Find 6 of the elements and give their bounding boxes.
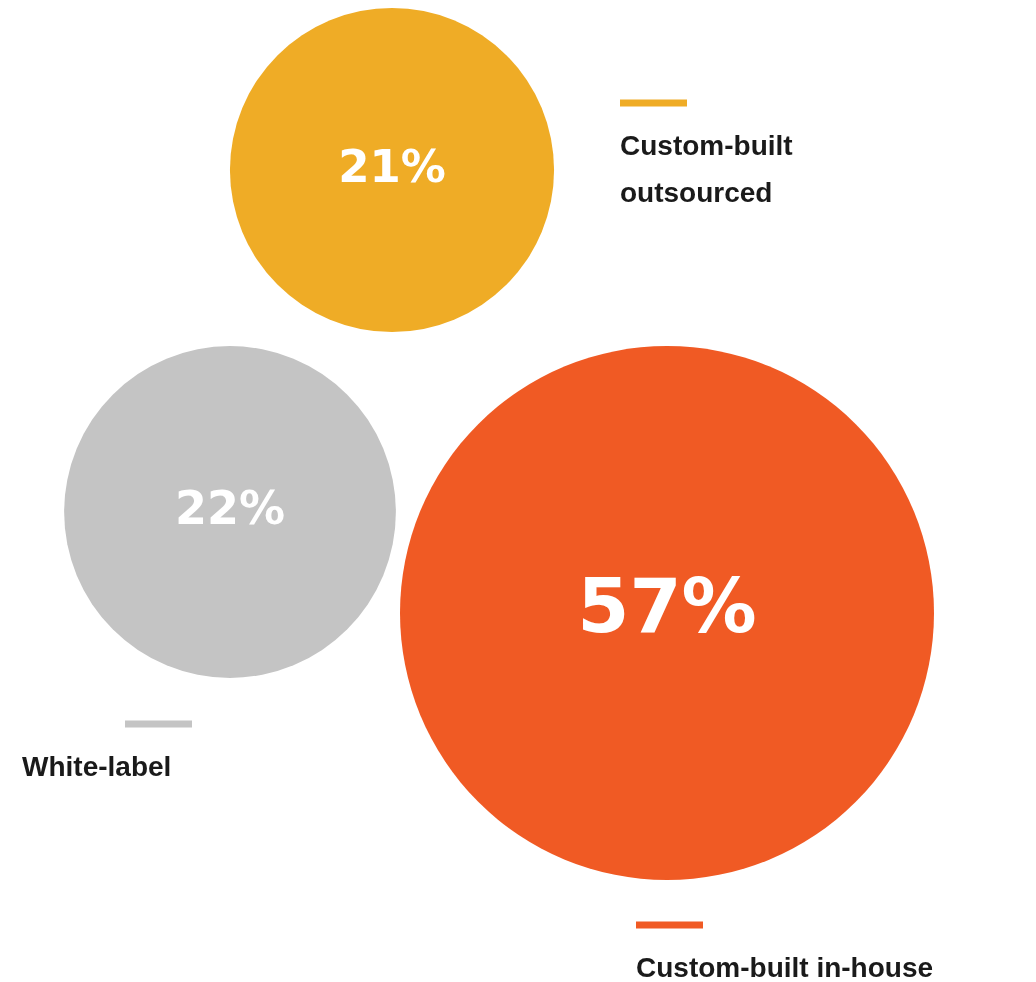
category-label: Custom-built in-house: [636, 952, 934, 982]
category-label: White-label: [22, 751, 172, 782]
category-label: Custom-built outsourced: [620, 130, 793, 208]
data-label: 22%: [174, 480, 286, 535]
data-label: 57%: [577, 562, 757, 651]
data-label: 21%: [338, 139, 446, 193]
